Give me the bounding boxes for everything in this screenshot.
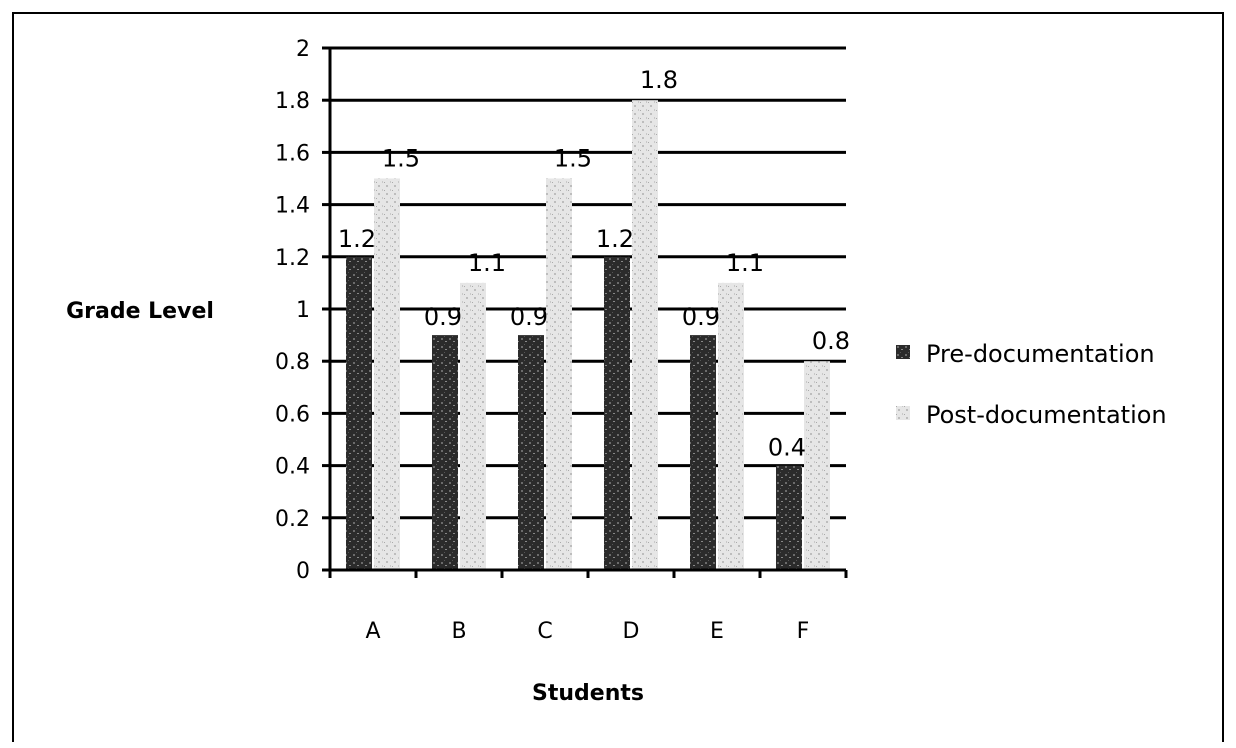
x-tick-labels: A B C D E F — [365, 619, 809, 644]
bar-pre-F — [776, 465, 802, 570]
bar-post-A — [374, 178, 400, 570]
x-tick-label: D — [623, 619, 640, 644]
x-tick-label: A — [365, 619, 380, 644]
axes — [322, 46, 848, 578]
data-label: 1.1 — [726, 249, 764, 277]
y-tick-label: 0.6 — [275, 402, 310, 427]
bar-pre-D — [604, 256, 630, 570]
y-tick-label: 1.8 — [275, 89, 310, 114]
data-label: 0.8 — [812, 327, 850, 355]
bar-post-D — [632, 100, 658, 570]
legend-swatch-post — [896, 406, 910, 420]
data-label: 1.5 — [382, 145, 420, 173]
data-label: 0.9 — [682, 303, 720, 331]
bar-post-F — [804, 361, 830, 570]
gridlines — [330, 46, 846, 572]
x-axis-title: Students — [532, 681, 644, 706]
y-tick-label: 2 — [296, 37, 310, 62]
bar-pre-A — [346, 256, 372, 570]
y-tick-labels: 0 0.2 0.4 0.6 0.8 1 1.2 1.4 1.6 1.8 2 — [275, 37, 310, 584]
data-label: 1.5 — [554, 145, 592, 173]
bar-post-C — [546, 178, 572, 570]
bar-pre-E — [690, 335, 716, 570]
y-tick-label: 0.4 — [275, 455, 310, 480]
x-tick-label: B — [451, 619, 466, 644]
bar-pre-B — [432, 335, 458, 570]
y-tick-label: 1.4 — [275, 194, 310, 219]
data-labels: 1.2 0.9 0.9 1.2 0.9 0.4 1.5 1.1 1.5 1.8 1.1 0.8 — [338, 66, 850, 461]
data-label: 1.2 — [596, 225, 634, 253]
y-tick-label: 1.6 — [275, 141, 310, 166]
y-axis-title: Grade Level — [66, 299, 214, 324]
data-label: 1.1 — [468, 249, 506, 277]
chart-frame — [12, 12, 1224, 742]
x-tick-label: C — [537, 619, 552, 644]
bar-pre-C — [518, 335, 544, 570]
y-tick-label: 0 — [296, 559, 310, 584]
data-label: 0.4 — [768, 434, 806, 462]
legend-label-pre: Pre-documentation — [926, 340, 1155, 368]
legend-swatch-pre — [896, 345, 910, 359]
data-label: 1.2 — [338, 225, 376, 253]
legend-label-post: Post-documentation — [926, 401, 1167, 429]
data-label: 0.9 — [424, 303, 462, 331]
legend: Pre-documentation Post-documentation — [896, 340, 1167, 429]
y-tick-label: 0.2 — [275, 507, 310, 532]
bar-post-E — [718, 282, 744, 570]
bars — [346, 100, 830, 570]
y-tick-label: 0.8 — [275, 350, 310, 375]
y-tick-label: 1 — [296, 298, 310, 323]
y-tick-label: 1.2 — [275, 246, 310, 271]
x-tick-label: E — [710, 619, 724, 644]
x-tick-label: F — [797, 619, 810, 644]
data-label: 0.9 — [510, 303, 548, 331]
data-label: 1.8 — [640, 66, 678, 94]
bar-post-B — [460, 282, 486, 570]
